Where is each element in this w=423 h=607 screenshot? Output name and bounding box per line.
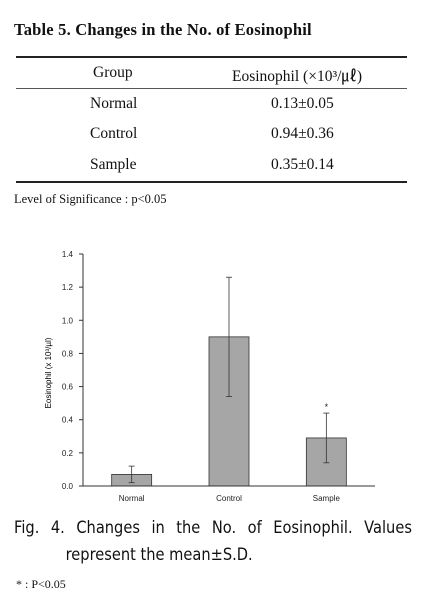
y-tick-label: 0.0 xyxy=(62,482,74,491)
table-cell-value: 0.94±0.36 xyxy=(271,125,334,142)
figure-caption: Fig. 4. Changes in the No. of Eosinophil… xyxy=(14,515,412,569)
table-header-rule xyxy=(16,88,407,89)
x-tick-label: Normal xyxy=(119,494,145,503)
table-cell-value: 0.13±0.05 xyxy=(271,95,334,112)
table-cell-value: 0.35±0.14 xyxy=(271,156,334,173)
x-tick-label: Control xyxy=(216,494,242,503)
table-cell-group: Sample xyxy=(90,156,137,173)
significance-note: Level of Significance : p<0.05 xyxy=(14,192,167,206)
footnote: * : P<0.05 xyxy=(16,577,66,591)
y-tick-label: 1.2 xyxy=(62,283,74,292)
y-tick-label: 0.6 xyxy=(62,383,74,392)
column-header-group: Group xyxy=(93,64,133,81)
table-cell-group: Normal xyxy=(90,95,138,112)
caption-line-2: represent the mean±S.D. xyxy=(65,545,253,565)
y-tick-label: 0.8 xyxy=(62,349,74,358)
table-top-rule xyxy=(16,56,407,58)
table-title: Table 5. Changes in the No. of Eosinophi… xyxy=(14,20,312,39)
table-bottom-rule xyxy=(16,181,407,183)
column-header-eosinophil: Eosinophil (×10³/㎕) xyxy=(232,68,363,85)
y-tick-label: 1.4 xyxy=(62,250,74,259)
caption-line-1: Fig. 4. Changes in the No. of Eosinophil… xyxy=(14,518,412,538)
y-tick-label: 0.4 xyxy=(62,416,74,425)
bar-chart: 0.0 0.2 0.4 0.6 0.8 1.0 1.2 1.4 * Normal Control… xyxy=(44,250,375,503)
x-tick-label: Sample xyxy=(313,494,341,503)
table-cell-group: Control xyxy=(90,125,138,142)
y-axis-label: Eosinophil (x 10³/µl) xyxy=(44,337,53,408)
y-tick-label: 0.2 xyxy=(62,449,74,458)
y-tick-label: 1.0 xyxy=(62,316,74,325)
significance-marker: * xyxy=(325,402,329,412)
